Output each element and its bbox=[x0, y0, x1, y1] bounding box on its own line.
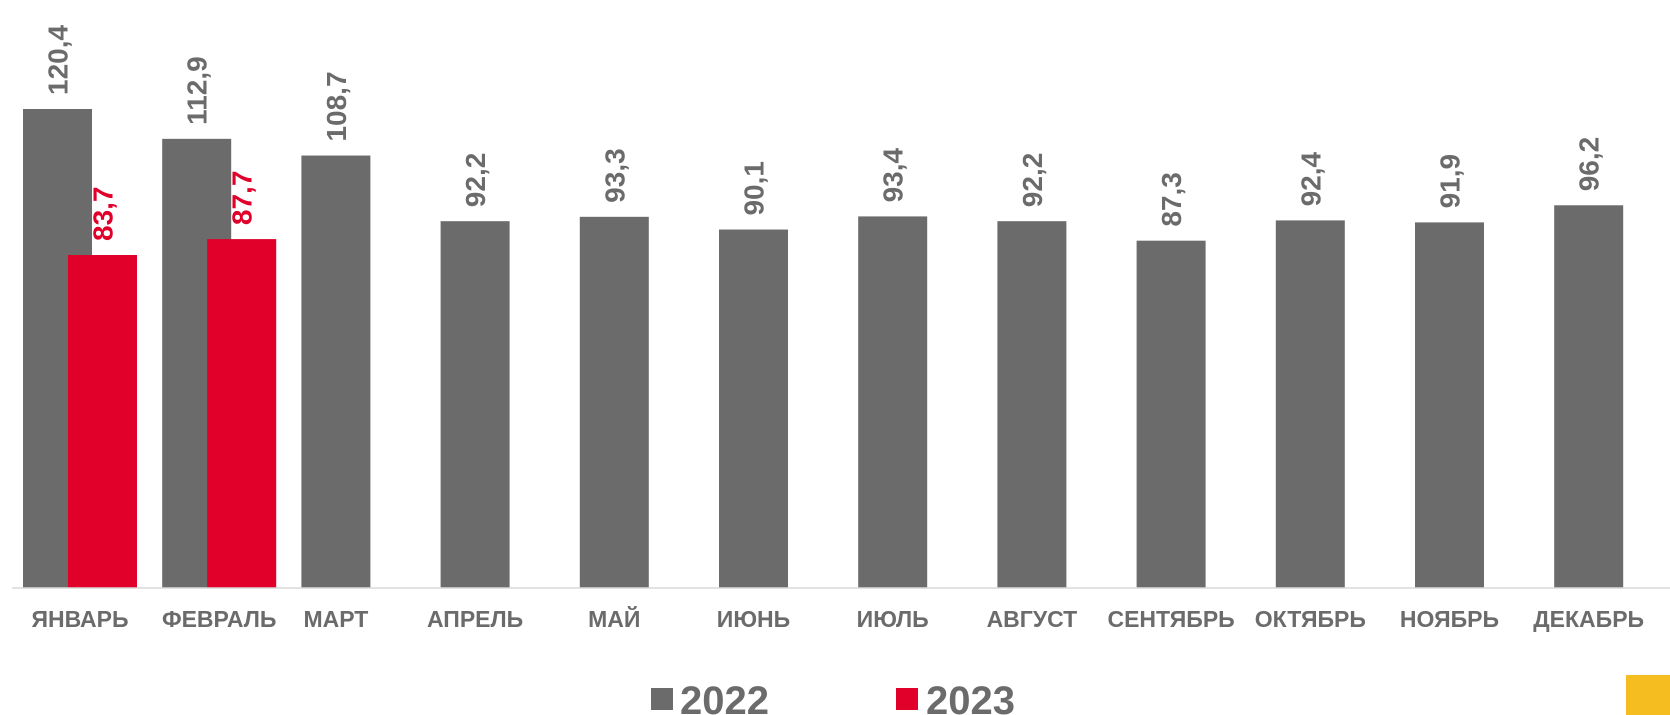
value-label-2022-7: 93,4 bbox=[878, 147, 909, 202]
legend-swatch-2023 bbox=[896, 688, 918, 710]
value-label-2022-8: 92,2 bbox=[1017, 153, 1048, 208]
x-tick-label-12: ДЕКАБРЬ bbox=[1533, 606, 1644, 632]
legend-label-2022: 2022 bbox=[680, 679, 769, 715]
x-tick-label-11: НОЯБРЬ bbox=[1400, 606, 1499, 632]
corner-accent-mark bbox=[1626, 675, 1670, 715]
value-label-2022-6: 90,1 bbox=[739, 161, 770, 216]
bar-2022-5 bbox=[579, 216, 649, 588]
bar-2022-8 bbox=[997, 221, 1067, 588]
value-label-2022-5: 93,3 bbox=[599, 148, 630, 203]
series-2022-bars bbox=[23, 109, 1624, 589]
bar-2022-12 bbox=[1554, 205, 1624, 588]
x-tick-label-6: ИЮНЬ bbox=[717, 606, 790, 632]
bar-2022-11 bbox=[1415, 222, 1484, 588]
bar-2022-4 bbox=[440, 221, 510, 588]
x-tick-label-10: ОКТЯБРЬ bbox=[1255, 606, 1366, 632]
value-label-2023-2: 87,7 bbox=[227, 171, 258, 226]
bar-2022-6 bbox=[719, 229, 788, 588]
value-label-2022-4: 92,2 bbox=[460, 153, 491, 208]
x-tick-label-7: ИЮЛЬ bbox=[857, 606, 929, 632]
series-2023-bars bbox=[68, 239, 277, 588]
legend-swatch-2022 bbox=[651, 688, 673, 710]
value-label-2022-12: 96,2 bbox=[1574, 137, 1605, 192]
bar-2023-2 bbox=[207, 239, 277, 588]
x-tick-label-8: АВГУСТ bbox=[987, 606, 1078, 632]
x-tick-label-5: МАЙ bbox=[588, 605, 640, 632]
legend: 2022 2023 bbox=[651, 679, 1015, 715]
legend-label-2023: 2023 bbox=[926, 679, 1015, 715]
data-labels: 120,4 83,7 112,9 87,7 108,7 92,2 93,3 90,1 93,4 9… bbox=[43, 25, 1605, 242]
bar-2022-3 bbox=[301, 155, 371, 588]
x-tick-label-9: СЕНТЯБРЬ bbox=[1107, 606, 1234, 632]
value-label-2022-11: 91,9 bbox=[1435, 154, 1466, 209]
bar-2022-10 bbox=[1275, 220, 1345, 588]
bar-2022-9 bbox=[1136, 240, 1206, 588]
value-label-2022-9: 87,3 bbox=[1156, 172, 1187, 227]
x-tick-label-3: МАРТ bbox=[303, 606, 368, 632]
x-tick-label-2: ФЕВРАЛЬ bbox=[162, 606, 276, 632]
value-label-2023-1: 83,7 bbox=[88, 187, 119, 242]
value-label-2022-10: 92,4 bbox=[1295, 151, 1326, 206]
x-tick-label-1: ЯНВАРЬ bbox=[31, 606, 128, 632]
value-label-2022-3: 108,7 bbox=[321, 71, 352, 141]
bar-2023-1 bbox=[68, 255, 137, 588]
x-tick-labels: ЯНВАРЬ ФЕВРАЛЬ МАРТ АПРЕЛЬ МАЙ ИЮНЬ ИЮЛЬ АВГУСТ… bbox=[31, 605, 1644, 632]
value-label-2022-2: 112,9 bbox=[182, 56, 213, 125]
x-tick-label-4: АПРЕЛЬ bbox=[427, 606, 523, 632]
bar-2022-7 bbox=[858, 216, 928, 589]
value-label-2022-1: 120,4 bbox=[43, 25, 74, 95]
